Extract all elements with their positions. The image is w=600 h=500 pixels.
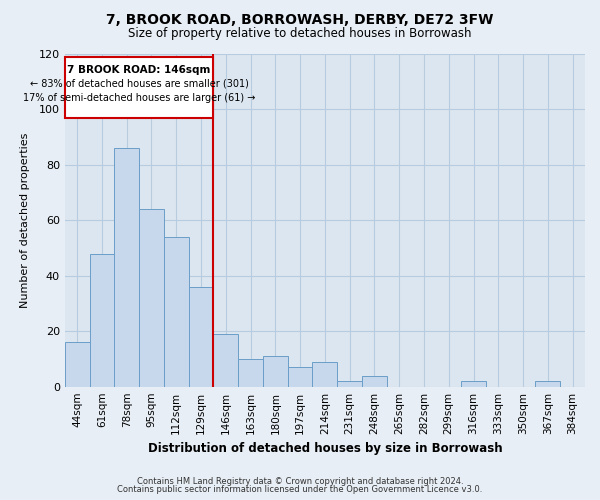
Text: 17% of semi-detached houses are larger (61) →: 17% of semi-detached houses are larger (… [23,93,255,103]
Bar [139,210,164,386]
Bar [89,254,115,386]
Text: Contains public sector information licensed under the Open Government Licence v3: Contains public sector information licen… [118,485,482,494]
Bar [164,237,188,386]
Text: Size of property relative to detached houses in Borrowash: Size of property relative to detached ho… [128,28,472,40]
Text: 7, BROOK ROAD, BORROWASH, DERBY, DE72 3FW: 7, BROOK ROAD, BORROWASH, DERBY, DE72 3F… [106,12,494,26]
Bar [535,381,560,386]
Text: Contains HM Land Registry data © Crown copyright and database right 2024.: Contains HM Land Registry data © Crown c… [137,477,463,486]
Bar [65,342,89,386]
Bar [362,376,387,386]
Text: 7 BROOK ROAD: 146sqm: 7 BROOK ROAD: 146sqm [67,65,211,75]
X-axis label: Distribution of detached houses by size in Borrowash: Distribution of detached houses by size … [148,442,502,455]
FancyBboxPatch shape [65,57,214,118]
Text: ← 83% of detached houses are smaller (301): ← 83% of detached houses are smaller (30… [29,79,248,89]
Bar [313,362,337,386]
Bar [263,356,288,386]
Bar [288,368,313,386]
Y-axis label: Number of detached properties: Number of detached properties [20,132,31,308]
Bar [337,381,362,386]
Bar [238,359,263,386]
Bar [188,287,214,386]
Bar [214,334,238,386]
Bar [115,148,139,386]
Bar [461,381,486,386]
